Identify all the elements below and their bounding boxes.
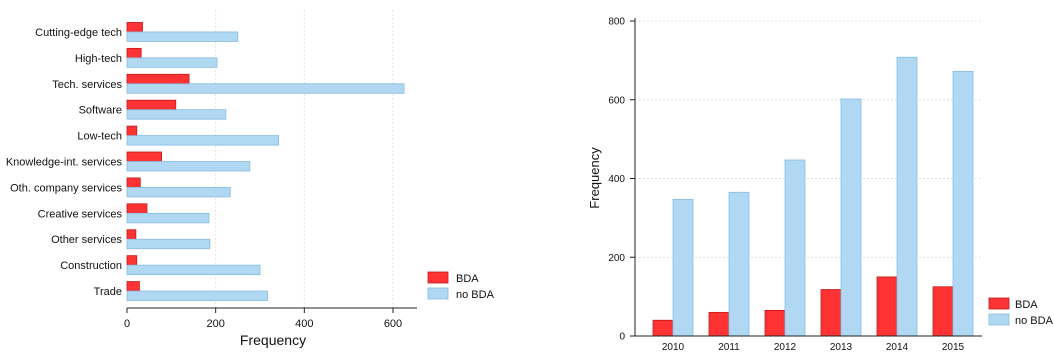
bar-no-bda	[126, 290, 268, 301]
y-tick-label: 0	[619, 332, 625, 343]
bar-no-bda	[840, 98, 862, 337]
bar-no-bda	[952, 71, 974, 337]
bars	[126, 22, 405, 301]
category-labels: Cutting-edge tech High-tech Tech. services…	[6, 27, 123, 298]
bar-bda	[126, 125, 138, 136]
bar-no-bda	[126, 187, 231, 198]
x-tick-label: 2013	[830, 342, 853, 352]
y-tick-label: 200	[608, 253, 625, 264]
bar-bda	[932, 286, 954, 337]
bar-bda	[708, 311, 730, 337]
bar-bda	[652, 319, 674, 337]
bar-no-bda	[126, 161, 251, 172]
legend-label-no-bda: no BDA	[1015, 315, 1054, 327]
bar-no-bda	[126, 57, 218, 68]
legend: BDA no BDA	[427, 271, 495, 301]
x-axis	[126, 307, 417, 313]
category-label: Oth. company services	[10, 182, 122, 194]
bar-no-bda	[126, 83, 405, 94]
bar-no-bda	[728, 191, 750, 337]
bar-bda	[126, 281, 140, 292]
bar-bda	[126, 47, 142, 59]
x-tick-labels: 2010 2011 2012 2013 2014 2015	[662, 342, 965, 352]
legend: BDA no BDA	[988, 297, 1054, 327]
bar-bda	[126, 99, 177, 111]
legend-swatch-no-bda	[988, 313, 1010, 326]
x-tick-label: 600	[384, 318, 402, 330]
bar-no-bda	[126, 212, 210, 224]
x-axis-label: Frequency	[240, 332, 306, 348]
x-tick-label: 2010	[662, 342, 685, 352]
bar-bda	[126, 151, 162, 162]
bar-bda	[126, 229, 137, 240]
x-tick-labels: 0 200 400 600	[124, 318, 402, 330]
y-tick-label: 800	[608, 17, 625, 28]
legend-label-bda: BDA	[1015, 299, 1038, 311]
legend-label-bda: BDA	[456, 273, 479, 285]
category-label: Cutting-edge tech	[35, 27, 122, 39]
category-label: High-tech	[75, 53, 122, 65]
category-label: Tech. services	[52, 79, 122, 91]
category-label: Creative services	[38, 208, 123, 220]
legend-swatch-bda	[427, 271, 449, 284]
industry-bar-chart: Cutting-edge tech High-tech Tech. services…	[6, 10, 495, 348]
bar-no-bda	[126, 264, 261, 276]
bar-no-bda	[126, 135, 280, 146]
y-axis-label: Frequency	[587, 147, 602, 209]
bar-no-bda	[784, 159, 806, 337]
legend-label-no-bda: no BDA	[456, 289, 495, 301]
bar-bda	[876, 276, 898, 337]
x-tick-label: 200	[206, 318, 224, 330]
category-label: Software	[79, 105, 122, 117]
bar-bda	[126, 177, 141, 188]
y-tick-label: 600	[608, 95, 625, 106]
category-label: Trade	[94, 286, 122, 298]
bars	[652, 56, 974, 337]
bar-no-bda	[126, 109, 227, 120]
bar-bda	[764, 310, 786, 337]
x-tick-label: 2012	[774, 342, 797, 352]
x-gridlines	[215, 10, 394, 308]
bar-bda	[126, 73, 190, 85]
category-label: Knowledge-int. services	[6, 157, 123, 169]
bar-bda	[126, 22, 143, 33]
bar-bda	[126, 255, 138, 266]
bar-bda	[820, 289, 842, 337]
bar-no-bda	[672, 198, 694, 337]
x-tick-label: 2015	[942, 342, 965, 352]
bar-no-bda	[896, 56, 918, 337]
category-label: Construction	[60, 260, 122, 272]
year-bar-chart: 0 200 400 600 800 2010 2011 2012 2013 2014 2015 F…	[587, 17, 1054, 352]
category-label: Low-tech	[77, 131, 122, 143]
x-tick-label: 400	[295, 318, 313, 330]
category-label: Other services	[51, 234, 122, 246]
bar-no-bda	[126, 238, 211, 250]
x-tick-label: 2014	[886, 342, 909, 352]
y-tick-label: 400	[608, 174, 625, 185]
legend-swatch-no-bda	[427, 287, 449, 300]
bar-bda	[126, 203, 148, 214]
x-tick-label: 0	[124, 318, 130, 330]
bar-no-bda	[126, 31, 239, 42]
axes	[630, 18, 982, 337]
x-tick-label: 2011	[718, 342, 740, 352]
legend-swatch-bda	[988, 297, 1010, 310]
y-tick-labels: 0 200 400 600 800	[608, 17, 625, 343]
